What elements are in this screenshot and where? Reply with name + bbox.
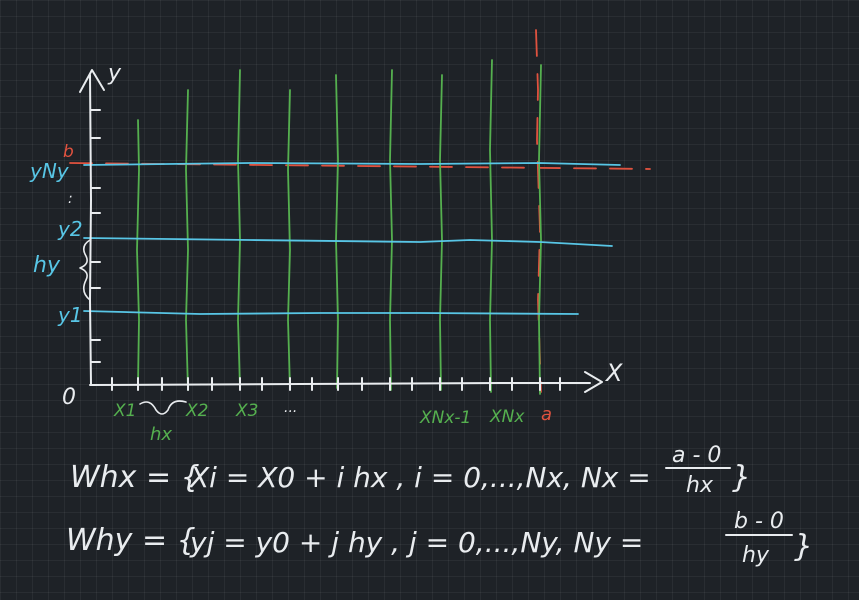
- label-y-dots: :: [68, 191, 73, 207]
- x-grid-line-7: [439, 74, 443, 391]
- x-grid-lines: [136, 59, 542, 395]
- label-hy: hy: [33, 253, 61, 278]
- x-grid-line-9: [538, 64, 542, 395]
- boundary-lines: [69, 29, 651, 393]
- y-axis-line: [89, 74, 92, 386]
- label-x1: X1: [113, 401, 136, 421]
- label-x-nx-minus-1: XNx-1: [419, 408, 471, 428]
- x-grid-line-8: [489, 59, 493, 393]
- hx-brace: [139, 400, 187, 415]
- label-y2: y2: [57, 217, 83, 241]
- formula-wh-x-lhs: Whx = {: [70, 460, 200, 495]
- formula-wh-y: Why = { yj = y0 + j hy , j = 0,...,Ny, N…: [66, 509, 813, 568]
- x-axis-arrowhead: [584, 371, 603, 393]
- label-hx: hx: [150, 424, 172, 445]
- boundary-b-dashed-line: [69, 162, 651, 170]
- y-axis-arrowhead: [79, 69, 105, 93]
- formula-wh-y-fraction-denominator: hy: [742, 543, 770, 568]
- x-axis-line: [89, 382, 591, 386]
- x-grid-line-5: [335, 74, 339, 389]
- x-grid-line-4: [287, 89, 291, 389]
- y-grid-line-1: [83, 310, 579, 315]
- formula-wh-y-lhs: Why = {: [66, 523, 196, 558]
- formula-wh-y-fraction-numerator: b - 0: [734, 509, 784, 534]
- x-axis-ticks: [111, 377, 561, 391]
- label-b: b: [63, 142, 74, 162]
- label-y-ny: yNy: [29, 159, 70, 183]
- x-grid-line-6: [389, 69, 393, 391]
- formula-wh-x-body: Xi = X0 + i hx , i = 0,...,Nx, Nx =: [188, 461, 651, 494]
- label-x2: X2: [185, 401, 208, 421]
- formula-wh-x: Whx = { Xi = X0 + i hx , i = 0,...,Nx, N…: [70, 443, 751, 498]
- y-axis-ticks: [90, 109, 101, 363]
- origin-label: 0: [62, 385, 76, 410]
- formula-wh-x-close: }: [732, 460, 751, 495]
- formula-wh-y-body: yj = y0 + j hy , j = 0,...,Ny, Ny =: [189, 526, 643, 559]
- y-grid-line-2: [83, 237, 613, 247]
- label-x3: X3: [235, 401, 258, 421]
- x-grid-line-1: [136, 119, 140, 386]
- formula-wh-x-fraction-denominator: hx: [686, 473, 714, 498]
- x-grid-line-2: [185, 89, 189, 391]
- y-grid-lines: [83, 162, 621, 315]
- label-a: a: [541, 404, 552, 425]
- x-axis-label: X: [604, 359, 623, 387]
- axes: [79, 69, 603, 415]
- label-x-dots: ...: [284, 400, 297, 416]
- formula-wh-x-fraction-numerator: a - 0: [672, 443, 721, 468]
- y-axis-label: y: [107, 61, 122, 86]
- hy-brace: [79, 239, 91, 301]
- y-grid-line-ny: [83, 162, 621, 166]
- formula-wh-y-close: }: [794, 529, 813, 564]
- x-grid-line-3: [237, 69, 241, 389]
- label-x-nx: XNx: [489, 407, 525, 427]
- label-y1: y1: [57, 303, 83, 327]
